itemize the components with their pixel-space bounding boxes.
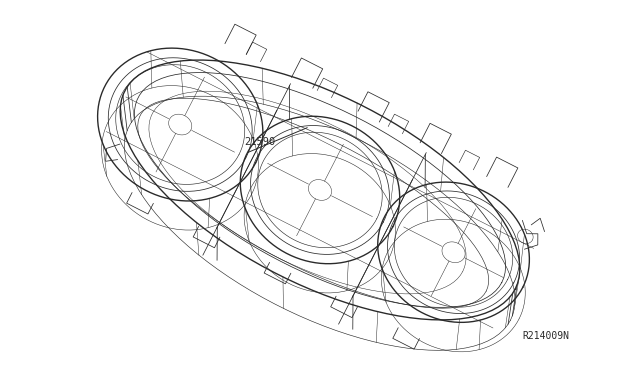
Text: 21590: 21590 — [244, 137, 276, 147]
Text: R214009N: R214009N — [522, 331, 569, 341]
